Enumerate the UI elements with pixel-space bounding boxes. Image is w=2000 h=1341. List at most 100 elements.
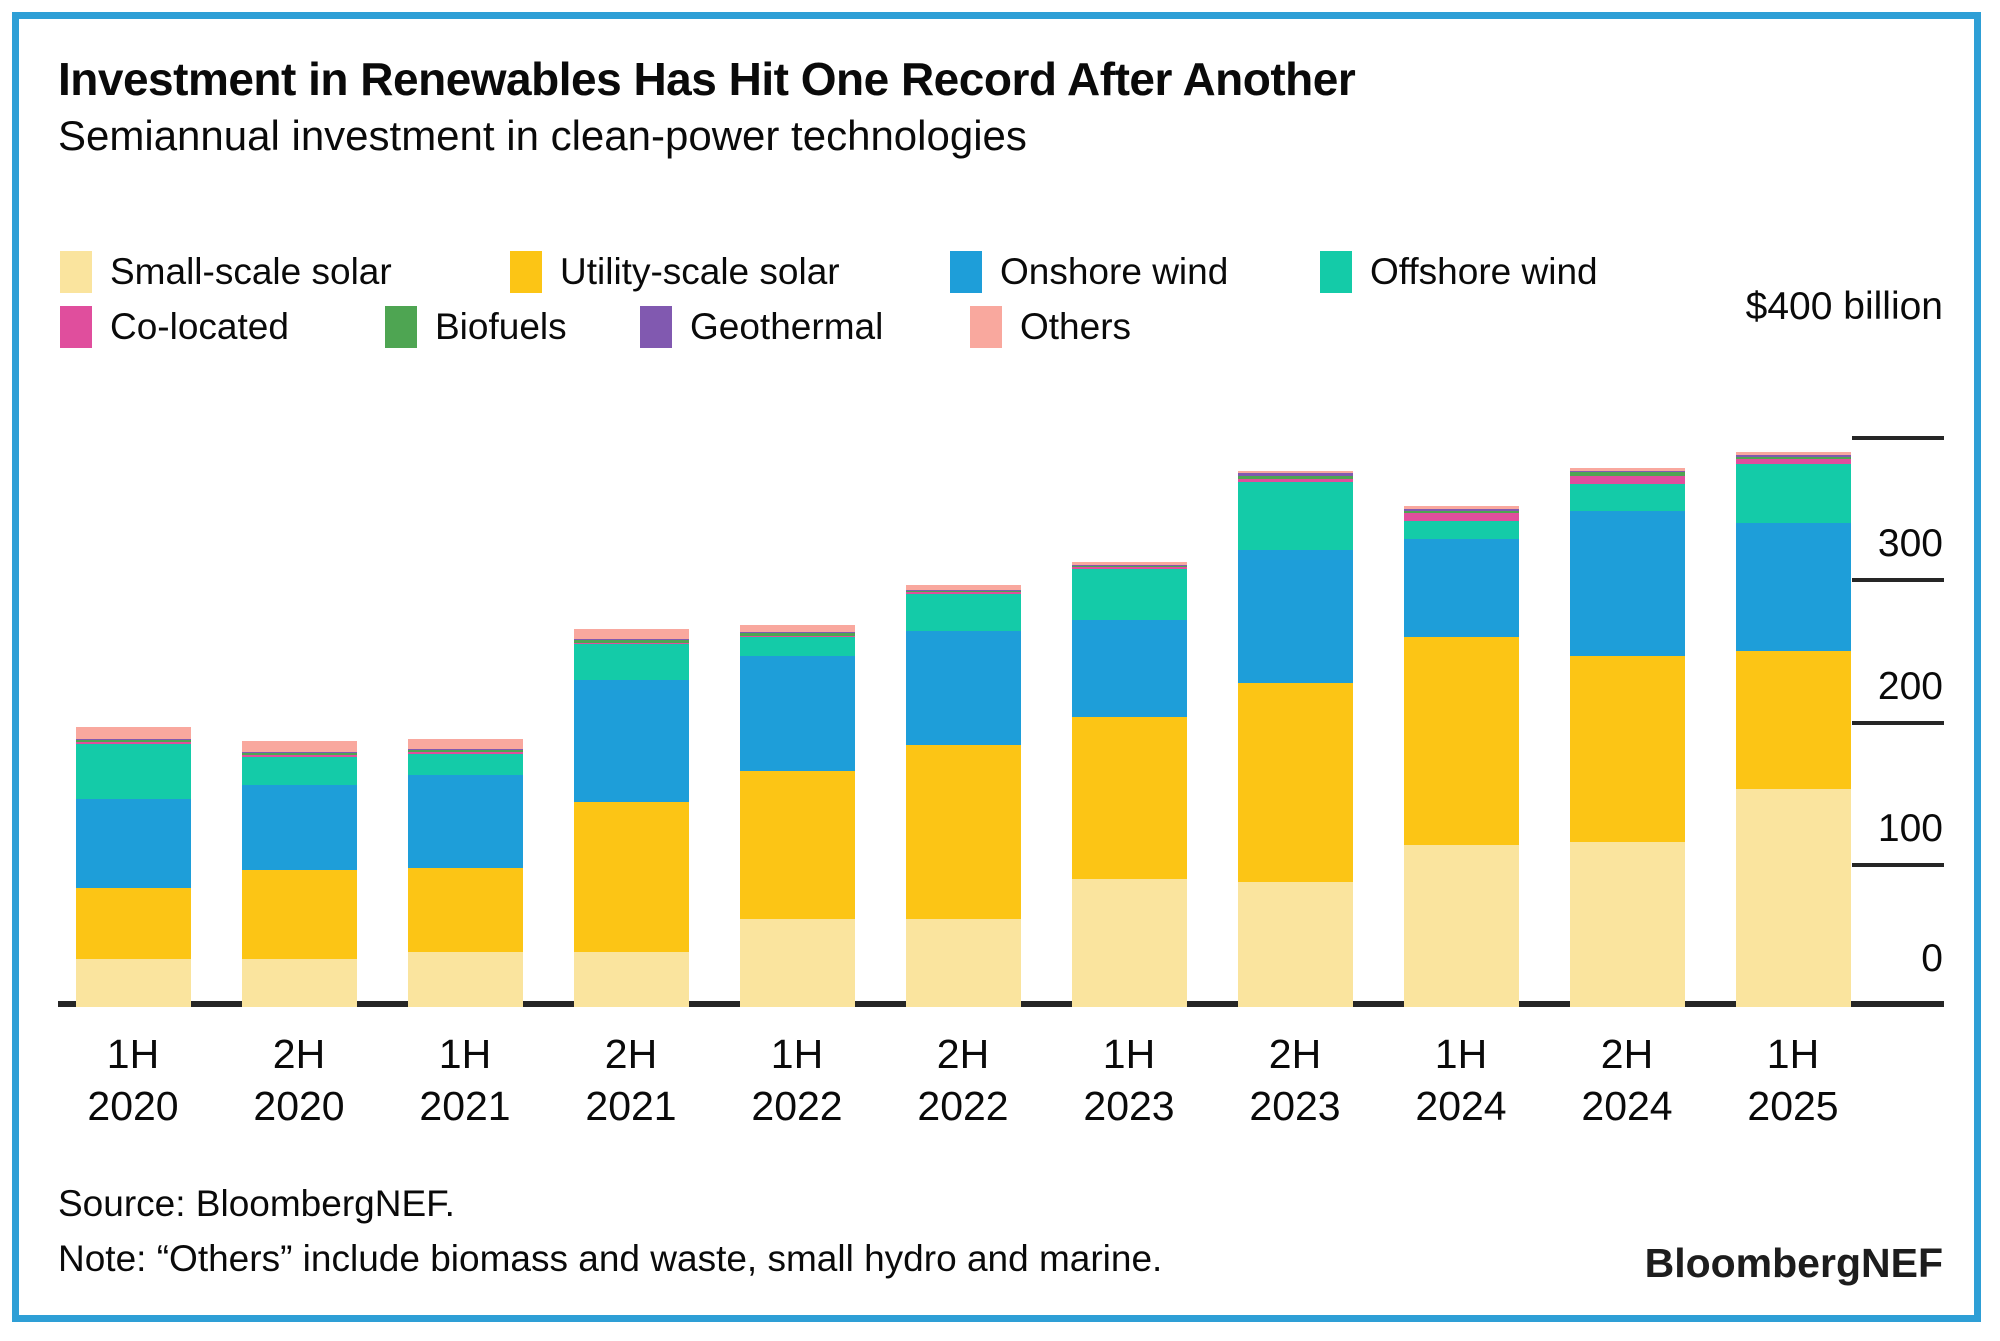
segment-offshore-wind <box>905 594 1021 632</box>
segment-utility-scale-solar <box>407 867 523 952</box>
segment-co-located <box>739 635 855 638</box>
segment-geothermal <box>75 738 191 740</box>
x-label-year: 2023 <box>1249 1083 1341 1129</box>
bar-1h-2024 <box>1403 506 1519 1007</box>
segment-biofuels <box>905 590 1021 593</box>
segment-onshore-wind <box>1735 523 1851 652</box>
segment-co-located <box>1569 475 1685 484</box>
segment-small-scale-solar <box>1735 789 1851 1007</box>
legend-label: Geothermal <box>690 306 884 347</box>
x-label-year: 2021 <box>419 1083 511 1129</box>
segment-others <box>75 727 191 739</box>
segment-offshore-wind <box>241 756 357 786</box>
x-label-1h-2023: 1H 2023 <box>1046 1028 1212 1132</box>
small-scale-solar-swatch-icon <box>60 251 92 293</box>
segment-co-located <box>1071 567 1187 569</box>
bar-1h-2025 <box>1735 452 1851 1007</box>
x-label-half: 1H <box>770 1031 824 1077</box>
y-axis-top-label: $400 billion <box>1745 285 1943 328</box>
y-tick-label-0: 0 <box>1921 937 1943 980</box>
others-swatch-icon <box>970 306 1002 348</box>
segment-offshore-wind <box>1735 463 1851 524</box>
offshore-wind-swatch-icon <box>1320 251 1352 293</box>
legend-label: Offshore wind <box>1370 251 1598 292</box>
segment-geothermal <box>573 639 689 640</box>
segment-onshore-wind <box>739 655 855 771</box>
chart-title: Investment in Renewables Has Hit One Rec… <box>58 53 1356 105</box>
x-label-half: 1H <box>1766 1031 1820 1077</box>
segment-offshore-wind <box>573 644 689 680</box>
segment-others <box>1735 452 1851 456</box>
segment-co-located <box>1237 479 1353 483</box>
legend-label: Others <box>1020 306 1132 347</box>
segment-utility-scale-solar <box>241 870 357 959</box>
x-label-half: 1H <box>438 1031 492 1077</box>
segment-small-scale-solar <box>573 951 689 1007</box>
legend-label: Small-scale solar <box>110 251 392 292</box>
segment-geothermal <box>1071 564 1187 566</box>
segment-small-scale-solar <box>1071 878 1187 1007</box>
segment-small-scale-solar <box>1403 844 1519 1007</box>
bar-1h-2021 <box>407 738 523 1007</box>
segment-onshore-wind <box>1237 550 1353 683</box>
segment-biofuels <box>241 753 357 756</box>
segment-biofuels <box>739 632 855 636</box>
segment-co-located <box>241 755 357 757</box>
x-label-2h-2020: 2H 2020 <box>216 1028 382 1132</box>
x-label-year: 2020 <box>87 1083 179 1129</box>
x-label-year: 2024 <box>1581 1083 1673 1129</box>
x-label-1h-2020: 1H 2020 <box>50 1028 216 1132</box>
segment-offshore-wind <box>1403 520 1519 539</box>
segment-biofuels <box>1403 510 1519 514</box>
segment-co-located <box>407 752 523 754</box>
card-border <box>12 12 1981 1322</box>
y-tick-label-100: 100 <box>1877 806 1943 850</box>
segment-small-scale-solar <box>75 958 191 1007</box>
x-label-year: 2022 <box>751 1083 843 1129</box>
segment-co-located <box>75 742 191 744</box>
x-label-year: 2023 <box>1083 1083 1175 1129</box>
segment-onshore-wind <box>573 679 689 803</box>
segment-others <box>1403 506 1519 510</box>
segment-biofuels <box>1735 456 1851 460</box>
segment-geothermal <box>1403 509 1519 511</box>
y-tick-line-300 <box>1852 578 1944 583</box>
segment-offshore-wind <box>75 743 191 800</box>
segment-geothermal <box>1735 455 1851 457</box>
segment-geothermal <box>241 752 357 754</box>
segment-biofuels <box>573 640 689 643</box>
utility-scale-solar-swatch-icon <box>510 251 542 293</box>
y-tick-line-100 <box>1852 862 1944 867</box>
chart-subtitle: Semiannual investment in clean-power tec… <box>58 112 1027 159</box>
x-label-year: 2022 <box>917 1083 1009 1129</box>
segment-co-located <box>1735 459 1851 464</box>
segment-offshore-wind <box>739 637 855 656</box>
bar-1h-2023 <box>1071 562 1187 1007</box>
bloombergnef-logo: BloombergNEF <box>1644 1240 1943 1286</box>
segment-utility-scale-solar <box>573 802 689 952</box>
legend-label: Utility-scale solar <box>560 251 840 292</box>
x-label-half: 2H <box>604 1031 658 1077</box>
segment-geothermal <box>739 632 855 633</box>
y-tick-line-400 <box>1852 436 1944 440</box>
bar-1h-2022 <box>739 625 855 1007</box>
x-label-half: 2H <box>1268 1031 1322 1077</box>
footnote: Note: “Others” include biomass and waste… <box>58 1238 1163 1279</box>
x-label-half: 1H <box>1434 1031 1488 1077</box>
segment-utility-scale-solar <box>1403 637 1519 845</box>
source-note: Source: BloombergNEF. <box>58 1183 455 1224</box>
segment-biofuels <box>1237 476 1353 480</box>
y-tick-label-200: 200 <box>1877 664 1943 708</box>
bar-2h-2022 <box>905 584 1021 1007</box>
segment-utility-scale-solar <box>1237 682 1353 882</box>
plot-area <box>58 452 1944 1007</box>
y-tick-line-200 <box>1852 720 1944 725</box>
segment-small-scale-solar <box>1569 842 1685 1007</box>
segment-onshore-wind <box>1071 620 1187 717</box>
segment-utility-scale-solar <box>905 745 1021 919</box>
co-located-swatch-icon <box>60 306 92 348</box>
x-label-half: 1H <box>106 1031 160 1077</box>
legend-label: Onshore wind <box>1000 251 1229 292</box>
segment-onshore-wind <box>1569 510 1685 656</box>
